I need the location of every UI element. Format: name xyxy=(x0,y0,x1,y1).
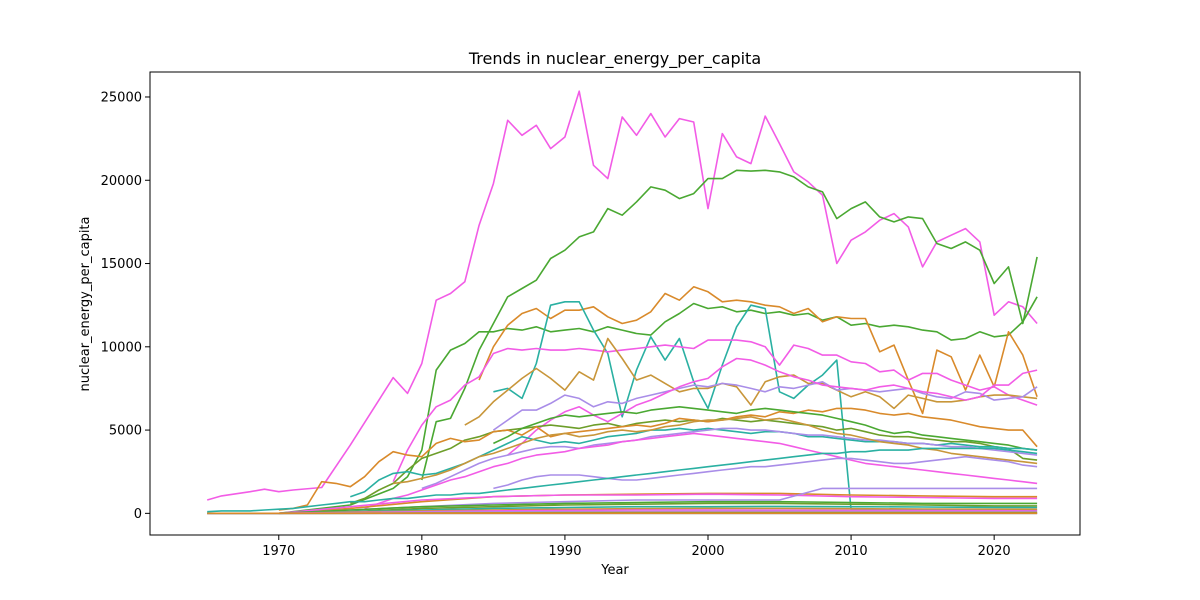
x-tick-label: 2000 xyxy=(691,544,724,559)
y-tick-label: 15000 xyxy=(101,257,142,272)
y-axis-ticks: 0 5000 10000 15000 20000 25000 xyxy=(101,90,150,522)
series-line-14 xyxy=(421,427,1038,490)
series-line-9 xyxy=(507,357,1038,456)
plot-frame xyxy=(149,71,1081,536)
series-line-8 xyxy=(492,380,1038,431)
series-line-23 xyxy=(278,502,1038,515)
series-line-7 xyxy=(464,337,1038,426)
series-line-12 xyxy=(493,405,1038,451)
y-tick-label: 5000 xyxy=(109,424,142,439)
axes xyxy=(149,71,1081,536)
x-tick-label: 1990 xyxy=(548,544,581,559)
y-tick-label: 25000 xyxy=(101,90,142,105)
x-tick-label: 2020 xyxy=(978,544,1011,559)
x-tick-label: 1980 xyxy=(405,544,438,559)
series-lines xyxy=(206,90,1038,515)
y-tick-label: 10000 xyxy=(101,340,142,355)
series-line-22 xyxy=(278,500,1038,515)
series-line-18 xyxy=(207,447,1038,513)
x-axis-label: Year xyxy=(600,563,629,578)
series-line-20 xyxy=(278,493,1038,515)
series-line-17 xyxy=(493,455,1038,490)
series-line-11 xyxy=(278,407,1038,511)
series-line-1 xyxy=(206,90,1038,501)
x-axis-ticks: 1970 1980 1990 2000 2010 2020 xyxy=(262,535,1011,559)
x-tick-label: 1970 xyxy=(262,544,295,559)
y-tick-label: 0 xyxy=(134,507,142,522)
series-line-6 xyxy=(392,339,1038,483)
chart-title: Trends in nuclear_energy_per_capita xyxy=(468,49,761,69)
series-line-3 xyxy=(421,169,1038,481)
y-axis-label: nuclear_energy_per_capita xyxy=(78,217,93,392)
x-tick-label: 2010 xyxy=(835,544,868,559)
series-line-16 xyxy=(364,432,1038,510)
series-line-15 xyxy=(393,415,1038,485)
series-line-4 xyxy=(478,285,1038,415)
series-line-5 xyxy=(493,300,1038,511)
y-tick-label: 20000 xyxy=(101,174,142,189)
series-line-2 xyxy=(278,296,1038,515)
